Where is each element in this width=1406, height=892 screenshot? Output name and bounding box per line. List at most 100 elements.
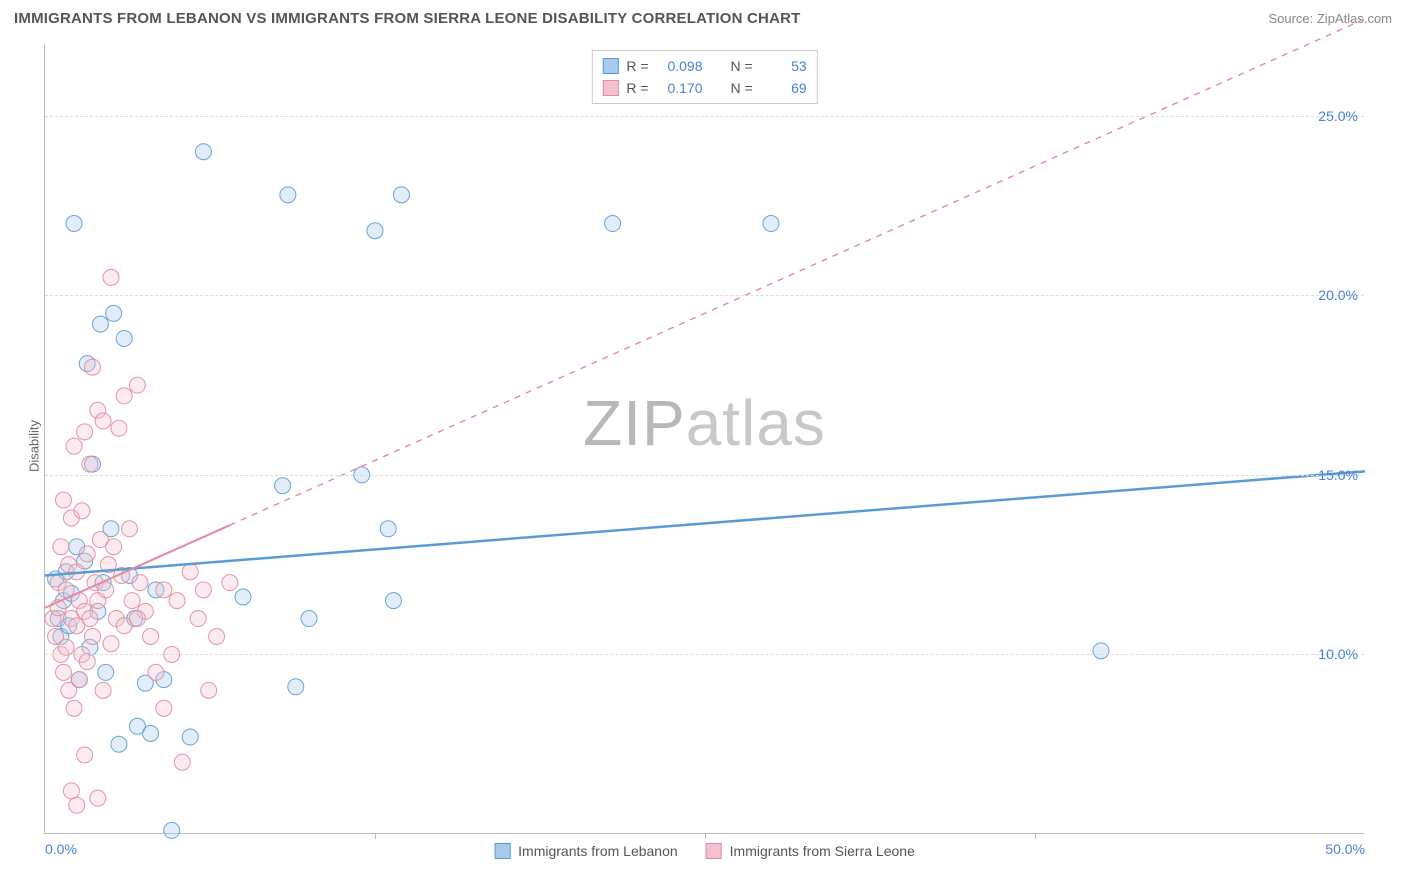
legend-swatch-1 bbox=[706, 843, 722, 859]
scatter-point bbox=[53, 539, 69, 555]
scatter-point bbox=[82, 611, 98, 627]
scatter-point bbox=[79, 654, 95, 670]
n-label-0: N = bbox=[731, 55, 753, 77]
scatter-point bbox=[174, 754, 190, 770]
legend-label-0: Immigrants from Lebanon bbox=[518, 843, 678, 859]
scatter-point bbox=[74, 503, 90, 519]
scatter-point bbox=[55, 492, 71, 508]
scatter-point bbox=[280, 187, 296, 203]
gridline-h bbox=[45, 116, 1364, 117]
scatter-point bbox=[82, 456, 98, 472]
scatter-point bbox=[301, 611, 317, 627]
scatter-point bbox=[222, 575, 238, 591]
x-tick-mark bbox=[1035, 833, 1036, 839]
scatter-point bbox=[385, 593, 401, 609]
scatter-point bbox=[95, 682, 111, 698]
scatter-point bbox=[156, 700, 172, 716]
scatter-point bbox=[66, 700, 82, 716]
r-value-0: 0.098 bbox=[657, 55, 703, 77]
scatter-point bbox=[58, 639, 74, 655]
scatter-point bbox=[77, 747, 93, 763]
scatter-point bbox=[55, 664, 71, 680]
scatter-point bbox=[129, 377, 145, 393]
scatter-point bbox=[164, 822, 180, 838]
scatter-point bbox=[393, 187, 409, 203]
scatter-point bbox=[132, 575, 148, 591]
stats-row-1: R = 0.170 N = 69 bbox=[602, 77, 806, 99]
r-value-1: 0.170 bbox=[657, 77, 703, 99]
x-tick-label: 0.0% bbox=[45, 841, 77, 857]
scatter-point bbox=[69, 797, 85, 813]
x-tick-mark bbox=[375, 833, 376, 839]
scatter-point bbox=[201, 682, 217, 698]
scatter-point bbox=[103, 636, 119, 652]
stats-row-0: R = 0.098 N = 53 bbox=[602, 55, 806, 77]
chart-plot-area: ZIPatlas R = 0.098 N = 53 R = 0.170 N = … bbox=[44, 44, 1364, 834]
scatter-point bbox=[124, 593, 140, 609]
scatter-point bbox=[66, 216, 82, 232]
swatch-1 bbox=[602, 80, 618, 96]
scatter-point bbox=[111, 420, 127, 436]
legend-swatch-0 bbox=[494, 843, 510, 859]
r-label-1: R = bbox=[626, 77, 648, 99]
scatter-point bbox=[169, 593, 185, 609]
n-value-0: 53 bbox=[761, 55, 807, 77]
scatter-point bbox=[156, 582, 172, 598]
n-label-1: N = bbox=[731, 77, 753, 99]
gridline-h bbox=[45, 654, 1364, 655]
scatter-point bbox=[380, 521, 396, 537]
scatter-point bbox=[182, 729, 198, 745]
scatter-point bbox=[182, 564, 198, 580]
scatter-point bbox=[106, 539, 122, 555]
scatter-point bbox=[92, 316, 108, 332]
scatter-point bbox=[111, 736, 127, 752]
scatter-point bbox=[288, 679, 304, 695]
scatter-point bbox=[85, 359, 101, 375]
scatter-point bbox=[195, 582, 211, 598]
chart-title: IMMIGRANTS FROM LEBANON VS IMMIGRANTS FR… bbox=[14, 10, 801, 27]
scatter-point bbox=[605, 216, 621, 232]
source-label: Source: ZipAtlas.com bbox=[1268, 11, 1392, 26]
scatter-point bbox=[95, 413, 111, 429]
scatter-point bbox=[103, 269, 119, 285]
x-tick-label: 50.0% bbox=[1325, 841, 1365, 857]
y-tick-label: 15.0% bbox=[1318, 467, 1358, 483]
stats-legend: R = 0.098 N = 53 R = 0.170 N = 69 bbox=[591, 50, 817, 104]
scatter-point bbox=[71, 672, 87, 688]
legend-item-1: Immigrants from Sierra Leone bbox=[706, 843, 915, 859]
scatter-point bbox=[763, 216, 779, 232]
scatter-point bbox=[209, 629, 225, 645]
y-tick-label: 20.0% bbox=[1318, 287, 1358, 303]
scatter-point bbox=[190, 611, 206, 627]
scatter-point bbox=[367, 223, 383, 239]
x-tick-mark bbox=[705, 833, 706, 839]
trend-line-solid bbox=[45, 471, 1365, 575]
scatter-point bbox=[121, 521, 137, 537]
scatter-point bbox=[116, 330, 132, 346]
series-legend: Immigrants from Lebanon Immigrants from … bbox=[494, 843, 915, 859]
scatter-point bbox=[235, 589, 251, 605]
y-tick-label: 10.0% bbox=[1318, 646, 1358, 662]
scatter-point bbox=[1093, 643, 1109, 659]
r-label-0: R = bbox=[626, 55, 648, 77]
scatter-point bbox=[195, 144, 211, 160]
scatter-point bbox=[66, 438, 82, 454]
scatter-point bbox=[63, 783, 79, 799]
scatter-point bbox=[77, 424, 93, 440]
n-value-1: 69 bbox=[761, 77, 807, 99]
scatter-point bbox=[106, 305, 122, 321]
gridline-h bbox=[45, 475, 1364, 476]
swatch-0 bbox=[602, 58, 618, 74]
scatter-point bbox=[143, 725, 159, 741]
scatter-point bbox=[90, 790, 106, 806]
scatter-point bbox=[85, 629, 101, 645]
plot-svg bbox=[45, 44, 1364, 833]
scatter-point bbox=[148, 664, 164, 680]
legend-label-1: Immigrants from Sierra Leone bbox=[730, 843, 915, 859]
gridline-h bbox=[45, 295, 1364, 296]
scatter-point bbox=[129, 611, 145, 627]
scatter-point bbox=[116, 388, 132, 404]
legend-item-0: Immigrants from Lebanon bbox=[494, 843, 678, 859]
scatter-point bbox=[275, 478, 291, 494]
y-tick-label: 25.0% bbox=[1318, 108, 1358, 124]
